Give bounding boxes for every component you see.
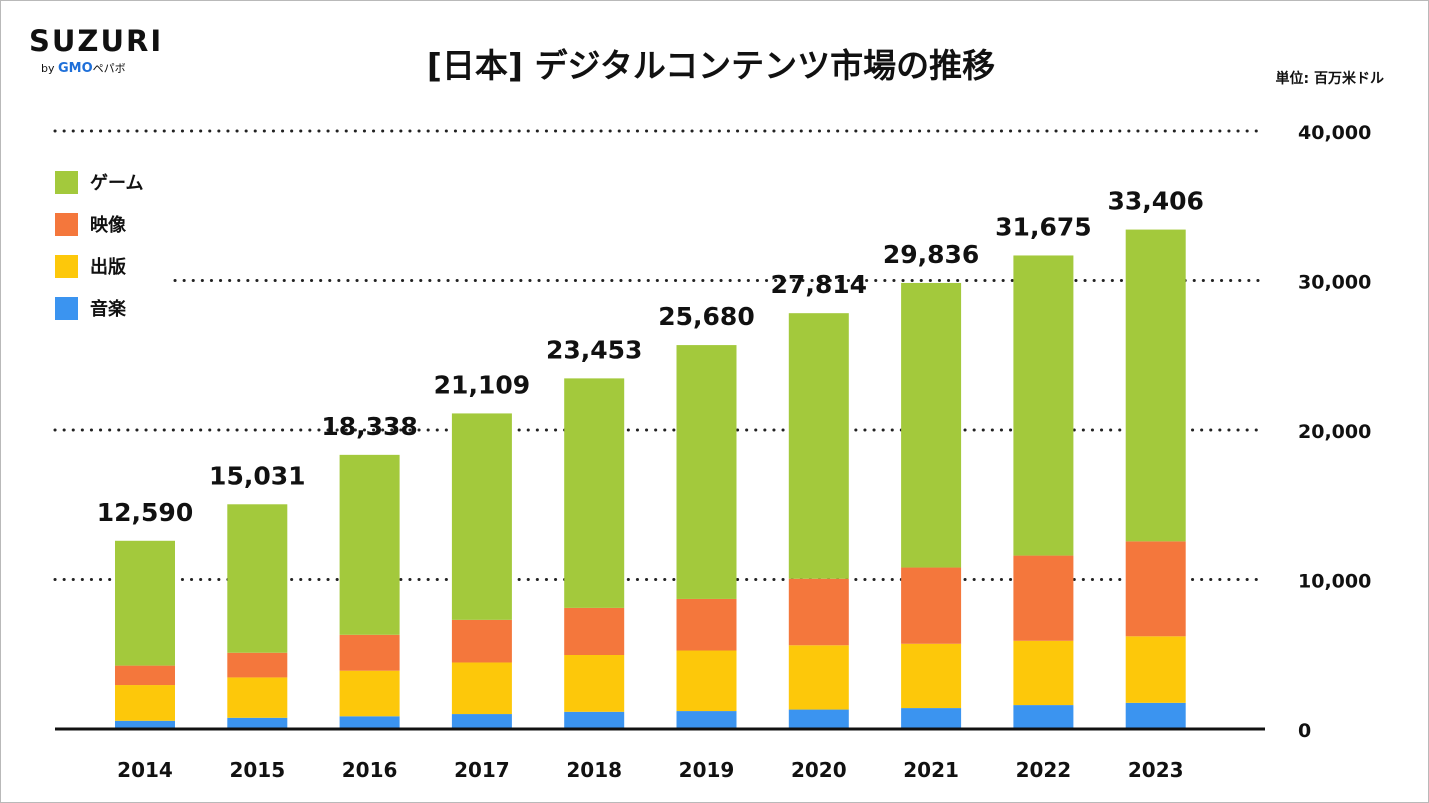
legend-label-video: 映像	[90, 215, 126, 236]
x-tick-label-2017: 2017	[454, 758, 510, 782]
bar-segment-publishing-2021	[901, 643, 962, 709]
bar-segment-music-2017	[451, 714, 512, 729]
y-tick-label: 20,000	[1298, 421, 1371, 443]
bar-segment-music-2016	[339, 716, 400, 729]
total-label-2023: 33,406	[1107, 187, 1203, 216]
bar-segment-video-2017	[451, 619, 512, 663]
y-tick-label: 0	[1298, 720, 1311, 742]
total-label-2019: 25,680	[658, 302, 754, 331]
bar-segment-game-2017	[451, 413, 512, 620]
total-label-2020: 27,814	[771, 270, 867, 299]
total-label-2014: 12,590	[97, 498, 193, 527]
x-tick-label-2018: 2018	[566, 758, 622, 782]
legend-item-video: 映像	[55, 203, 143, 245]
bar-segment-publishing-2017	[451, 662, 512, 715]
bar-segment-publishing-2016	[339, 670, 400, 717]
bar-segment-music-2023	[1125, 702, 1186, 729]
bar-segment-music-2014	[115, 720, 175, 729]
x-tick-label-2019: 2019	[679, 758, 735, 782]
bar-segment-music-2020	[788, 709, 849, 729]
legend-item-publishing: 出版	[55, 245, 143, 287]
bar-segment-video-2019	[676, 598, 737, 651]
bar-segment-video-2015	[227, 652, 288, 678]
logo-gmo: GMO	[58, 61, 93, 76]
y-tick-label: 30,000	[1298, 272, 1371, 294]
logo-wordmark: SUZURI	[29, 24, 164, 58]
bar-segment-game-2021	[901, 282, 962, 568]
bar-segment-game-2022	[1013, 255, 1074, 556]
x-tick-label-2015: 2015	[229, 758, 285, 782]
bar-segment-publishing-2020	[788, 645, 849, 710]
y-tick-label: 10,000	[1298, 571, 1371, 593]
legend-swatch-game	[55, 170, 78, 194]
bar-segment-video-2020	[788, 578, 849, 646]
bar-segment-game-2014	[115, 540, 175, 666]
bar-segment-music-2019	[676, 711, 737, 729]
bar-segment-publishing-2015	[227, 677, 288, 718]
bar-segment-video-2016	[339, 634, 400, 671]
legend-swatch-music	[55, 296, 78, 320]
bar-segment-game-2020	[788, 313, 849, 579]
bar-segment-video-2021	[901, 567, 962, 644]
total-label-2021: 29,836	[883, 240, 979, 269]
bar-segment-game-2015	[227, 504, 288, 653]
x-tick-label-2016: 2016	[342, 758, 398, 782]
total-label-2022: 31,675	[995, 212, 1091, 241]
bar-segment-music-2015	[227, 717, 288, 729]
bar-segment-music-2022	[1013, 705, 1074, 729]
unit-label: 単位: 百万米ドル	[1275, 71, 1384, 87]
bar-segment-game-2016	[339, 454, 400, 635]
bar-segment-video-2023	[1125, 541, 1186, 637]
bar-segment-game-2019	[676, 345, 737, 599]
y-tick-label: 40,000	[1298, 122, 1371, 144]
bar-segment-publishing-2019	[676, 650, 737, 712]
logo-company: ペパボ	[92, 62, 126, 75]
bar-segment-music-2018	[564, 711, 625, 729]
legend-item-music: 音楽	[55, 287, 143, 329]
total-label-2016: 18,338	[321, 412, 417, 441]
legend-label-music: 音楽	[90, 299, 126, 320]
bar-segment-game-2018	[564, 378, 625, 608]
bar-segment-publishing-2014	[115, 685, 175, 721]
bar-segment-publishing-2023	[1125, 636, 1186, 703]
x-tick-label-2020: 2020	[791, 758, 847, 782]
total-label-2015: 15,031	[209, 461, 305, 490]
logo-byline: by GMOペパボ	[41, 60, 163, 76]
legend-label-publishing: 出版	[90, 257, 126, 278]
logo-by: by	[41, 62, 55, 75]
chart-title: [日本] デジタルコンテンツ市場の推移	[426, 46, 996, 85]
legend-swatch-video	[55, 212, 78, 236]
bar-segment-music-2021	[901, 708, 962, 729]
x-tick-label-2014: 2014	[117, 758, 173, 782]
bar-segment-video-2022	[1013, 555, 1074, 641]
x-tick-label-2022: 2022	[1016, 758, 1072, 782]
bar-segment-publishing-2018	[564, 654, 625, 712]
x-tick-label-2021: 2021	[903, 758, 959, 782]
total-label-2017: 21,109	[434, 370, 530, 399]
legend-swatch-publishing	[55, 254, 78, 278]
legend: ゲーム 映像 出版 音楽	[55, 161, 143, 329]
bar-segment-game-2023	[1125, 229, 1186, 542]
bar-segment-video-2014	[115, 665, 175, 686]
bar-segment-publishing-2022	[1013, 640, 1074, 706]
suzuri-logo: SUZURI by GMOペパボ	[29, 24, 164, 77]
total-label-2018: 23,453	[546, 335, 642, 364]
legend-label-game: ゲーム	[90, 173, 144, 194]
x-tick-label-2023: 2023	[1128, 758, 1184, 782]
bar-segment-video-2018	[564, 607, 625, 655]
legend-item-game: ゲーム	[55, 161, 143, 203]
